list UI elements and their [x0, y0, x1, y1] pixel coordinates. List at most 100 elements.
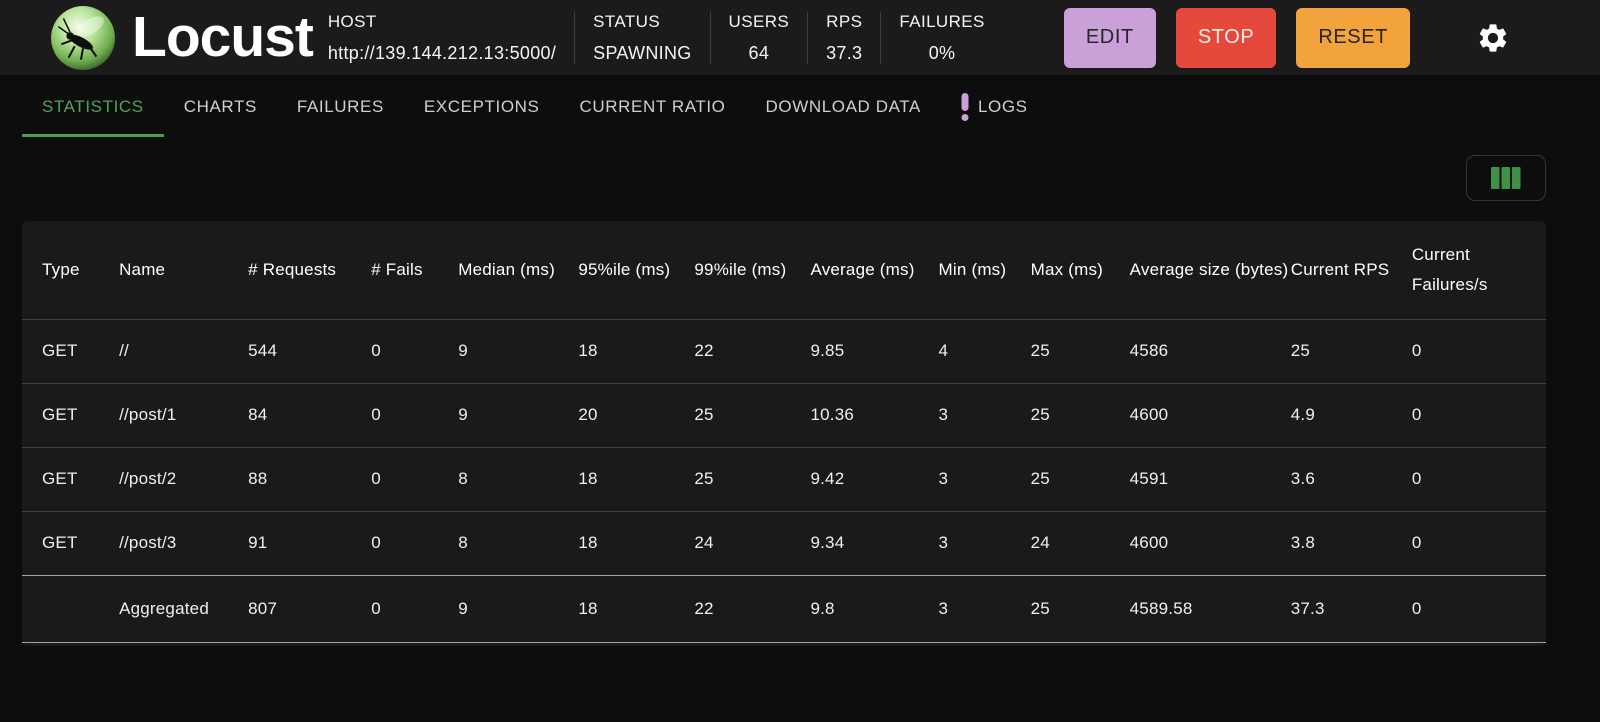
table-cell: 4.9 — [1290, 405, 1315, 424]
table-cell: 0 — [371, 598, 381, 618]
table-cell: 3 — [938, 533, 949, 552]
rps-block: RPS 37.3 — [826, 12, 862, 64]
tab-label: LOGS — [977, 97, 1028, 116]
table-cell: GET — [42, 533, 78, 552]
table-cell: 25 — [1030, 469, 1050, 488]
table-cell: 84 — [248, 405, 268, 424]
column-header-99-ile-ms-[interactable]: 99%ile (ms) — [694, 259, 787, 279]
users-block: USERS 64 — [729, 12, 790, 64]
table-cell: 18 — [578, 469, 598, 488]
table-cell: //post/3 — [119, 533, 177, 552]
table-cell: 544 — [248, 341, 278, 360]
tab-logs[interactable]: LOGS — [941, 75, 1048, 139]
failures-block: FAILURES 0% — [899, 12, 984, 64]
table-cell: 4591 — [1129, 469, 1169, 488]
column-header-average-size-bytes-[interactable]: Average size (bytes) — [1129, 259, 1289, 279]
header-divider — [880, 11, 882, 64]
table-cell: 10.36 — [810, 405, 855, 424]
table-header: Type Name # Requests # Fails Median (ms) 95%i… — [22, 221, 1546, 319]
column-header-current-failures-s[interactable]: Current Failures/s — [1411, 244, 1488, 294]
table-cell: 0 — [1411, 405, 1422, 424]
table-cell: 0 — [1411, 341, 1422, 360]
tab-download-data[interactable]: DOWNLOAD DATA — [746, 75, 941, 139]
column-header-average-ms-[interactable]: Average (ms) — [810, 259, 915, 279]
column-header-type[interactable]: Type — [42, 259, 80, 279]
column-header-max-ms-[interactable]: Max (ms) — [1030, 259, 1104, 279]
table-cell: 18 — [578, 533, 598, 552]
stop-button[interactable]: STOP — [1175, 7, 1277, 68]
header-buttons: EDIT STOP RESET — [1063, 7, 1510, 68]
column-selector-button[interactable] — [1466, 155, 1546, 201]
table-cell: Aggregated — [119, 598, 209, 618]
table-cell: 88 — [248, 469, 268, 488]
column-header-name[interactable]: Name — [119, 259, 166, 279]
app-header: Locust HOST http://139.144.212.13:5000/ … — [0, 0, 1600, 75]
table-cell: 3 — [938, 405, 949, 424]
statistics-table-card: Type Name # Requests # Fails Median (ms) 95%i… — [22, 221, 1546, 646]
tab-charts[interactable]: CHARTS — [164, 75, 277, 139]
rps-value: 37.3 — [826, 42, 863, 63]
table-row-aggregated: Aggregated 807 0 9 18 22 9.8 3 25 4589.58 37.3 0 — [22, 575, 1546, 642]
header-divider — [574, 11, 576, 64]
table-row: GET //post/2 88 0 8 18 25 9.42 3 25 4591 3.6 0 — [22, 447, 1546, 511]
reset-button[interactable]: RESET — [1296, 7, 1410, 68]
table-row: GET //post/1 84 0 9 20 25 10.36 3 25 4600 4.9 0 — [22, 383, 1546, 447]
table-cell: GET — [42, 341, 78, 360]
host-block: HOST http://139.144.212.13:5000/ — [328, 12, 556, 64]
column-header-current-rps[interactable]: Current RPS — [1290, 259, 1390, 279]
header-divider — [709, 11, 711, 64]
status-value: SPAWNING — [593, 42, 692, 63]
tab-label: FAILURES — [296, 97, 384, 116]
tab-statistics[interactable]: STATISTICS — [22, 75, 164, 139]
rps-label: RPS — [826, 11, 863, 31]
tab-label: CHARTS — [183, 97, 257, 116]
table-cell: 3.6 — [1290, 469, 1315, 488]
table-cell: 22 — [694, 341, 714, 360]
table-cell: GET — [42, 469, 78, 488]
table-cell: 9.42 — [810, 469, 845, 488]
table-cell: 4589.58 — [1129, 598, 1193, 618]
app-title: Locust — [132, 5, 314, 69]
tab-label: CURRENT RATIO — [579, 97, 726, 116]
table-cell: 9.34 — [810, 533, 845, 552]
table-cell: 0 — [1411, 469, 1422, 488]
tab-bar: STATISTICS CHARTS FAILURES EXCEPTIONS CURREN… — [0, 75, 1600, 139]
settings-button[interactable] — [1476, 21, 1510, 55]
table-cell: GET — [42, 405, 78, 424]
table-cell: 0 — [371, 405, 381, 424]
table-cell: //post/2 — [119, 469, 177, 488]
table-cell: 4586 — [1129, 341, 1169, 360]
table-cell: 3 — [938, 598, 949, 618]
table-cell: 9.8 — [810, 598, 835, 618]
table-row: GET //post/3 91 0 8 18 24 9.34 3 24 4600 3.8 0 — [22, 511, 1546, 575]
table-cell: 3 — [938, 469, 949, 488]
tab-current-ratio[interactable]: CURRENT RATIO — [560, 75, 746, 139]
table-cell: 0 — [371, 469, 381, 488]
column-header-95-ile-ms-[interactable]: 95%ile (ms) — [578, 259, 671, 279]
table-cell: 9 — [458, 341, 468, 360]
host-url: http://139.144.212.13:5000/ — [327, 42, 557, 63]
table-cell: 25 — [1030, 405, 1050, 424]
column-header-min-ms-[interactable]: Min (ms) — [938, 259, 1007, 279]
failures-label: FAILURES — [899, 11, 985, 31]
table-cell: 37.3 — [1290, 598, 1325, 618]
tab-exceptions[interactable]: EXCEPTIONS — [404, 75, 560, 139]
host-label: HOST — [327, 11, 377, 31]
table-cell: 25 — [1290, 341, 1311, 360]
table-cell: //post/1 — [119, 405, 177, 424]
table-cell: 25 — [1030, 598, 1050, 618]
users-label: USERS — [728, 11, 790, 31]
table-cell: 0 — [1411, 598, 1422, 618]
tab-failures[interactable]: FAILURES — [277, 75, 404, 139]
failures-value: 0% — [928, 42, 956, 63]
main-content: Type Name # Requests # Fails Median (ms) 95%i… — [0, 155, 1600, 646]
column-header-median-ms-[interactable]: Median (ms) — [458, 259, 555, 279]
table-body: GET//544 0 9 18 22 9.85 4 25 4586 25 0 GET//post/1 8… — [22, 319, 1546, 642]
column-header--fails[interactable]: # Fails — [371, 259, 423, 279]
column-header--requests[interactable]: # Requests — [248, 259, 337, 279]
header-divider — [807, 11, 809, 64]
table-cell: 8 — [458, 469, 468, 488]
table-row: GET // 544 0 9 18 22 9.85 4 25 4586 25 0 — [22, 319, 1546, 383]
edit-button[interactable]: EDIT — [1063, 7, 1156, 68]
table-cell — [22, 575, 119, 642]
